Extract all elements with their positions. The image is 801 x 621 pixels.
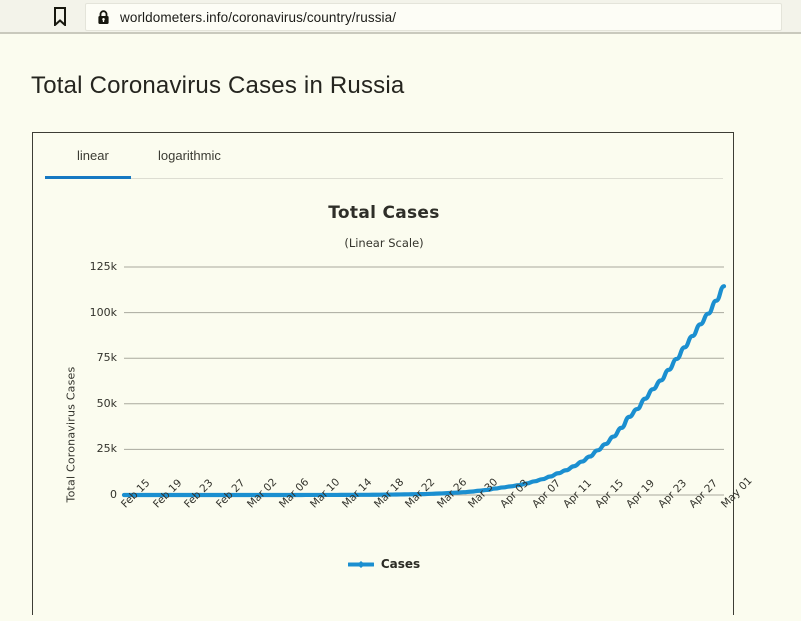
scale-tabs: linear logarithmic xyxy=(45,148,723,180)
chart-legend[interactable]: Cases xyxy=(33,557,735,571)
bookmark-icon[interactable] xyxy=(52,7,68,28)
chart-card: linear logarithmic Total Cases (Linear S… xyxy=(32,132,755,616)
chart-subtitle: (Linear Scale) xyxy=(344,236,424,250)
y-axis-tick-label: 25k xyxy=(96,442,117,456)
y-axis-tick-label: 0 xyxy=(110,488,117,501)
y-axis-tick-label: 50k xyxy=(96,396,117,410)
legend-marker-icon xyxy=(347,560,374,568)
y-axis-label: Total Coronavirus Cases xyxy=(64,366,78,503)
legend-label: Cases xyxy=(380,557,421,571)
line-chart-svg xyxy=(121,266,727,498)
tab-underline-track xyxy=(45,178,723,179)
tab-linear[interactable]: linear xyxy=(77,148,109,163)
page-title: Total Coronavirus Cases in Russia xyxy=(31,72,405,99)
y-axis-tick-label: 100k xyxy=(89,305,117,319)
browser-toolbar: worldometers.info/coronavirus/country/ru… xyxy=(0,0,801,34)
chart-title: Total Cases xyxy=(328,203,440,223)
url-text: worldometers.info/coronavirus/country/ru… xyxy=(120,9,397,25)
lock-icon xyxy=(97,9,110,25)
y-axis-tick-label: 75k xyxy=(96,351,117,365)
y-axis-tick-label: 125k xyxy=(89,260,117,273)
tab-logarithmic[interactable]: logarithmic xyxy=(158,148,221,163)
chart-plot-area: Total Coronavirus Cases 0 25k 50k 75k 100k 12… xyxy=(33,133,755,616)
address-bar[interactable]: worldometers.info/coronavirus/country/ru… xyxy=(85,3,782,31)
tab-active-indicator xyxy=(45,176,131,179)
series-line-cases[interactable] xyxy=(121,284,727,498)
